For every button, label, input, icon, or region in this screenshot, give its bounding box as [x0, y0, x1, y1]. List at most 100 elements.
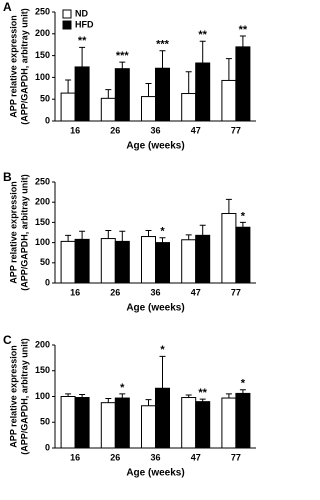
y-tick-label: 100 — [35, 72, 50, 82]
error-bar — [225, 58, 232, 81]
bar — [221, 79, 237, 122]
significance-mark: ** — [198, 29, 207, 41]
legend-label: HFD — [75, 19, 94, 29]
error-bar — [119, 230, 126, 242]
y-tick-label: 250 — [35, 176, 50, 186]
bar — [141, 405, 156, 449]
x-axis-label: Age (weeks) — [126, 141, 184, 152]
x-tick-label: 47 — [191, 125, 201, 135]
error-bar — [79, 230, 86, 240]
x-tick-label: 77 — [231, 125, 241, 135]
bar — [235, 46, 251, 122]
bar — [195, 234, 211, 284]
significance-mark: * — [160, 226, 165, 238]
panel-label: B — [3, 170, 12, 184]
error-bar — [65, 234, 72, 242]
error-bar — [145, 229, 152, 237]
x-tick-label: 26 — [110, 452, 120, 462]
significance-mark: * — [160, 344, 165, 356]
bar — [141, 96, 156, 122]
bar — [114, 397, 130, 449]
y-axis-label: (APP/GAPDH, arbitray unit) — [19, 8, 29, 125]
y-tick-label: 50 — [40, 417, 50, 427]
error-bar — [159, 237, 166, 243]
y-tick-label: 100 — [35, 391, 50, 401]
x-axis-label: Age (weeks) — [126, 468, 184, 479]
x-tick-label: 36 — [150, 125, 160, 135]
significance-mark: * — [241, 210, 246, 222]
error-bar — [119, 61, 126, 69]
legend-label: ND — [75, 8, 88, 18]
x-tick-label: 47 — [191, 452, 201, 462]
bar — [114, 240, 130, 284]
y-tick-label: 150 — [35, 217, 50, 227]
error-bar — [65, 79, 72, 94]
significance-mark: ** — [78, 35, 87, 47]
x-tick-label: 16 — [70, 452, 80, 462]
error-bar — [79, 393, 86, 398]
x-tick-label: 77 — [231, 287, 241, 297]
y-tick-label: 0 — [45, 442, 50, 452]
x-tick-label: 77 — [231, 452, 241, 462]
error-bar — [119, 393, 126, 399]
bar — [155, 242, 170, 284]
bar — [60, 240, 76, 284]
y-tick-label: 50 — [40, 257, 50, 267]
significance-mark: * — [120, 382, 125, 394]
error-bar — [199, 398, 206, 402]
significance-mark: *** — [116, 50, 130, 62]
y-tick-label: 200 — [35, 339, 50, 349]
bar — [221, 213, 237, 284]
bar — [181, 93, 197, 122]
error-bar — [145, 83, 152, 97]
y-tick-label: 200 — [35, 28, 50, 38]
bar — [74, 238, 90, 284]
x-tick-label: 47 — [191, 287, 201, 297]
bar — [74, 397, 90, 449]
y-axis-label: APP relative expression — [8, 181, 18, 283]
y-axis-label: APP relative expression — [8, 345, 18, 447]
error-bar — [239, 221, 246, 228]
legend-swatch — [62, 20, 72, 30]
bar — [60, 396, 76, 449]
legend-swatch — [62, 9, 72, 19]
error-bar — [185, 234, 192, 240]
error-bar — [225, 198, 232, 214]
bar — [141, 236, 156, 284]
error-bar — [239, 389, 246, 394]
x-tick-label: 26 — [110, 125, 120, 135]
bar — [74, 66, 90, 122]
significance-mark: * — [241, 378, 246, 390]
y-tick-label: 0 — [45, 115, 50, 125]
bar — [195, 401, 211, 449]
bar — [100, 238, 116, 284]
y-axis-label: (APP/GAPDH, arbitray unit) — [19, 174, 29, 291]
error-bar — [199, 224, 206, 236]
bar — [100, 97, 116, 122]
bar — [181, 397, 197, 449]
bar — [155, 387, 170, 449]
y-tick-label: 100 — [35, 237, 50, 247]
significance-mark: ** — [239, 24, 248, 36]
bar — [221, 397, 237, 449]
error-bar — [159, 50, 166, 69]
panel-label: C — [3, 333, 12, 347]
y-axis-label: APP relative expression — [8, 15, 18, 117]
error-bar — [105, 398, 112, 403]
error-bar — [239, 35, 246, 47]
x-tick-label: 16 — [70, 125, 80, 135]
x-axis-label: Age (weeks) — [126, 303, 184, 314]
y-tick-label: 150 — [35, 50, 50, 60]
x-tick-label: 36 — [150, 452, 160, 462]
error-bar — [159, 355, 166, 389]
y-tick-label: 200 — [35, 197, 50, 207]
bar — [181, 239, 197, 284]
bar — [100, 402, 116, 449]
y-tick-label: 150 — [35, 365, 50, 375]
error-bar — [79, 46, 86, 67]
y-axis-label: (APP/GAPDH, arbitray unit) — [19, 338, 29, 455]
y-tick-label: 50 — [40, 94, 50, 104]
y-tick-label: 0 — [45, 277, 50, 287]
error-bar — [185, 71, 192, 94]
